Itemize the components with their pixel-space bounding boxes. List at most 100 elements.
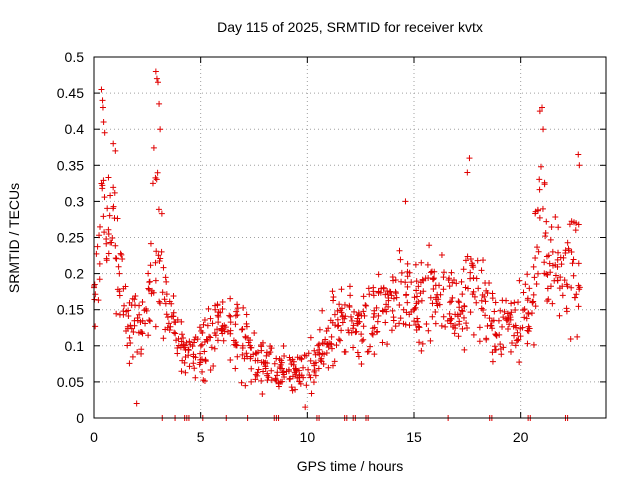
data-point <box>414 315 421 322</box>
data-point <box>101 194 108 201</box>
data-point <box>489 325 496 332</box>
data-point <box>331 311 338 318</box>
data-point <box>325 344 332 351</box>
data-point <box>519 324 526 331</box>
data-point <box>103 236 110 243</box>
data-point <box>435 296 442 303</box>
data-point <box>375 271 382 278</box>
data-point <box>145 270 152 277</box>
data-point <box>358 331 365 338</box>
data-point <box>523 315 530 322</box>
data-point <box>178 368 185 375</box>
data-point <box>207 367 214 374</box>
data-point <box>408 279 415 286</box>
data-point <box>544 271 551 278</box>
data-point <box>415 283 422 290</box>
data-point <box>486 315 493 322</box>
data-point <box>175 335 182 342</box>
data-point <box>125 313 132 320</box>
data-point <box>178 331 185 338</box>
data-point <box>153 248 160 255</box>
data-point <box>461 346 468 353</box>
data-point <box>186 338 193 345</box>
data-point <box>253 350 260 357</box>
data-point <box>99 182 106 189</box>
data-point <box>430 285 437 292</box>
data-point <box>552 214 559 221</box>
data-point <box>512 342 519 349</box>
data-point <box>535 248 542 255</box>
data-point <box>260 368 267 375</box>
data-point <box>534 206 541 213</box>
data-point <box>450 277 457 284</box>
data-point <box>554 277 561 284</box>
data-point <box>162 300 169 307</box>
data-point <box>274 372 281 379</box>
data-point <box>438 252 445 259</box>
data-point <box>398 269 405 276</box>
data-point <box>153 176 160 183</box>
data-point <box>367 343 374 350</box>
data-point <box>386 288 393 295</box>
data-point <box>371 310 378 317</box>
data-point <box>215 308 222 315</box>
data-point <box>360 323 367 330</box>
data-point <box>483 336 490 343</box>
data-point <box>307 334 314 341</box>
data-point <box>520 289 527 296</box>
data-point <box>355 353 362 360</box>
data-point <box>206 333 213 340</box>
data-point <box>105 230 112 237</box>
data-point <box>160 264 167 271</box>
data-point <box>431 268 438 275</box>
data-point <box>433 300 440 307</box>
data-point <box>92 323 99 330</box>
data-point <box>573 291 580 298</box>
data-point <box>455 298 462 305</box>
data-point <box>336 301 343 308</box>
data-point <box>530 341 537 348</box>
data-point <box>152 323 159 330</box>
data-point <box>462 257 469 264</box>
data-point <box>536 214 543 221</box>
data-point <box>529 298 536 305</box>
data-point <box>280 343 287 350</box>
data-point <box>354 349 361 356</box>
data-point <box>467 309 474 316</box>
y-tick-label: 0.25 <box>57 230 84 246</box>
data-point <box>459 308 466 315</box>
data-point <box>208 344 215 351</box>
data-point <box>415 298 422 305</box>
data-point <box>392 323 399 330</box>
data-point <box>570 256 577 263</box>
data-point <box>271 360 278 367</box>
y-tick-label: 0.1 <box>65 338 85 354</box>
data-point <box>238 379 245 386</box>
data-point <box>334 323 341 330</box>
data-point <box>425 275 432 282</box>
y-tick-label: 0.5 <box>65 49 85 65</box>
data-point <box>329 345 336 352</box>
data-point <box>233 342 240 349</box>
data-point <box>571 294 578 301</box>
data-point <box>531 274 538 281</box>
data-point <box>149 180 156 187</box>
data-point <box>114 215 121 222</box>
data-point <box>132 293 139 300</box>
data-point <box>139 299 146 306</box>
data-point <box>147 262 154 269</box>
data-point <box>487 322 494 329</box>
data-point <box>556 285 563 292</box>
data-point <box>212 306 219 313</box>
data-point <box>145 285 152 292</box>
data-point <box>532 255 539 262</box>
data-point <box>521 314 528 321</box>
data-point <box>113 255 120 262</box>
data-point <box>227 313 234 320</box>
data-point <box>476 324 483 331</box>
data-point <box>332 322 339 329</box>
data-point <box>292 365 299 372</box>
data-point <box>145 332 152 339</box>
data-point <box>503 297 510 304</box>
data-point <box>200 321 207 328</box>
